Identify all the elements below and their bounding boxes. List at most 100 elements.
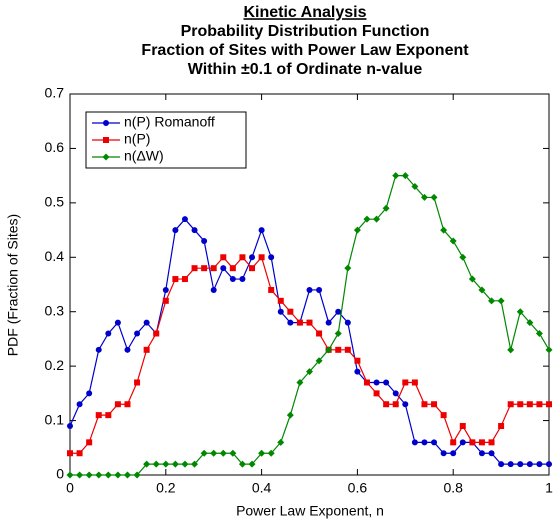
marker: [102, 153, 110, 161]
marker: [238, 460, 246, 468]
marker: [104, 471, 112, 479]
marker: [249, 254, 256, 261]
marker: [143, 346, 150, 353]
marker: [277, 297, 284, 304]
chart-subtitle: Probability Distribution Function: [181, 23, 430, 40]
marker: [440, 226, 448, 234]
marker: [526, 461, 533, 468]
marker: [497, 297, 505, 305]
y-tick-label: 0.1: [45, 411, 65, 427]
marker: [354, 368, 361, 375]
marker: [459, 253, 467, 261]
marker: [488, 297, 496, 305]
marker: [219, 449, 227, 457]
marker: [478, 450, 485, 457]
chart-title: Kinetic Analysis: [243, 4, 366, 21]
marker: [258, 227, 265, 234]
marker: [344, 264, 352, 272]
marker: [488, 439, 495, 446]
x-tick-label: 0.4: [252, 480, 272, 496]
marker: [344, 346, 351, 353]
marker: [450, 439, 457, 446]
marker: [67, 450, 73, 457]
marker: [287, 319, 294, 326]
marker: [105, 330, 112, 337]
marker: [191, 265, 198, 272]
marker: [296, 378, 304, 386]
marker: [103, 137, 109, 143]
marker: [507, 401, 514, 408]
marker: [76, 450, 83, 457]
marker: [143, 319, 150, 326]
marker: [105, 412, 112, 419]
marker: [201, 265, 208, 272]
marker: [277, 438, 285, 446]
marker: [287, 308, 294, 315]
marker: [181, 216, 188, 223]
marker: [459, 423, 466, 430]
marker: [478, 286, 486, 294]
marker: [181, 276, 188, 283]
marker: [478, 439, 485, 446]
marker: [76, 471, 84, 479]
marker: [152, 460, 160, 468]
marker: [373, 215, 381, 223]
y-tick-label: 0.6: [45, 139, 65, 155]
marker: [210, 265, 217, 272]
marker: [76, 401, 83, 408]
marker: [124, 401, 131, 408]
marker: [392, 401, 399, 408]
marker: [392, 172, 400, 180]
x-tick-label: 0: [66, 480, 74, 496]
marker: [354, 357, 361, 364]
marker: [498, 423, 505, 430]
marker: [411, 439, 418, 446]
marker: [85, 471, 93, 479]
marker: [353, 226, 361, 234]
marker: [172, 227, 179, 234]
marker: [124, 346, 131, 353]
marker: [536, 461, 543, 468]
marker: [67, 423, 73, 430]
marker: [382, 204, 390, 212]
marker: [421, 401, 428, 408]
marker: [402, 379, 409, 386]
marker: [201, 237, 208, 244]
marker: [296, 319, 303, 326]
marker: [507, 346, 515, 354]
marker: [517, 401, 524, 408]
marker: [277, 308, 284, 315]
marker: [316, 286, 323, 293]
marker: [86, 390, 93, 397]
marker: [134, 379, 141, 386]
y-axis-label: PDF (Fraction of Sites): [5, 214, 21, 356]
x-tick-label: 0.8: [443, 480, 463, 496]
marker: [258, 449, 266, 457]
marker: [401, 172, 409, 180]
marker: [210, 286, 217, 293]
marker: [507, 461, 514, 468]
marker: [162, 297, 169, 304]
x-tick-label: 1: [545, 480, 553, 496]
marker: [450, 450, 457, 457]
marker: [171, 460, 179, 468]
x-tick-label: 0.2: [156, 480, 176, 496]
series-line: [70, 256, 549, 454]
marker: [86, 439, 93, 446]
marker: [431, 439, 438, 446]
chart-subtitle: Fraction of Sites with Power Law Exponen…: [141, 42, 469, 59]
marker: [95, 412, 102, 419]
marker: [306, 368, 313, 376]
marker: [440, 412, 447, 419]
marker: [191, 460, 199, 468]
marker: [411, 183, 419, 191]
marker: [123, 471, 131, 479]
marker: [220, 254, 227, 261]
marker: [258, 254, 265, 261]
marker: [536, 401, 543, 408]
marker: [268, 286, 275, 293]
marker: [162, 286, 169, 293]
marker: [133, 471, 141, 479]
marker: [469, 439, 476, 446]
